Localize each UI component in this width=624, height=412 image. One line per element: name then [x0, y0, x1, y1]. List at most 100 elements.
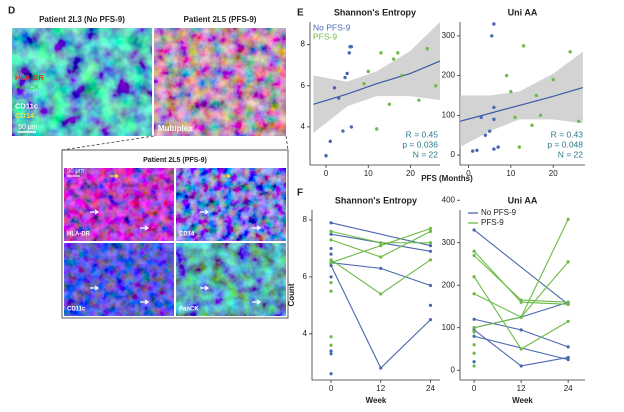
point — [492, 105, 496, 110]
point — [566, 358, 570, 362]
point — [328, 139, 332, 144]
point — [566, 345, 570, 349]
x-tick-label: 20 — [549, 169, 558, 178]
point — [534, 93, 538, 98]
y-tick-label: 6 — [301, 81, 306, 90]
point — [324, 154, 328, 158]
point — [568, 50, 572, 54]
stat-annotation: N = 22 — [413, 149, 439, 159]
micrograph — [176, 168, 286, 241]
point — [472, 351, 476, 355]
subject-line — [330, 262, 431, 286]
point — [521, 44, 526, 48]
point — [472, 330, 476, 334]
point — [538, 113, 543, 118]
chart-title: Shannon's Entropy — [334, 7, 416, 17]
point — [349, 125, 354, 129]
point — [472, 364, 476, 368]
stain-legend: HLA-DR — [15, 73, 44, 82]
point — [366, 69, 370, 74]
point — [472, 249, 476, 253]
point — [490, 34, 494, 38]
x-axis-label: Week — [366, 396, 387, 405]
point — [362, 82, 366, 86]
axes — [309, 22, 440, 166]
point — [472, 326, 476, 330]
point — [329, 229, 333, 233]
y-tick-label: 6 — [303, 272, 308, 281]
point — [519, 298, 523, 302]
point — [329, 238, 333, 242]
point — [345, 71, 349, 76]
stain-label: PanCK — [179, 307, 199, 313]
point — [434, 84, 438, 88]
axes — [459, 210, 585, 381]
point — [343, 75, 347, 80]
point — [519, 328, 523, 332]
micrograph — [12, 28, 152, 136]
point — [374, 127, 379, 131]
stain-legend: DAPI — [15, 92, 33, 101]
scale-label: 50 μm — [18, 124, 38, 131]
axes — [311, 210, 440, 381]
legend-label: PFS-9 — [313, 31, 337, 41]
x-tick-label: 20 — [406, 169, 415, 178]
point — [479, 115, 483, 120]
point — [428, 258, 433, 262]
image-title: Patient 2L3 (No PFS-9) — [39, 15, 125, 24]
x-tick-label: 12 — [517, 384, 526, 393]
x-tick-label: 0 — [329, 384, 334, 393]
point — [329, 352, 333, 356]
subject-line — [330, 259, 431, 295]
point — [329, 349, 333, 353]
point — [329, 252, 333, 256]
point — [329, 246, 333, 251]
point — [492, 117, 496, 122]
point — [379, 266, 383, 270]
legend-label: PFS-9 — [481, 218, 504, 227]
y-tick-label: 4 — [301, 122, 306, 131]
legend-label: No PFS-9 — [481, 208, 517, 217]
point — [472, 228, 476, 232]
x-axis-label: PFS (Months) — [421, 174, 473, 183]
point — [487, 129, 492, 133]
subject-line — [330, 222, 431, 247]
point — [472, 317, 476, 321]
image-label: Multiplex — [158, 124, 193, 133]
fit-line — [313, 60, 441, 105]
y-tick-label: 100 — [442, 110, 456, 119]
stain-legend: PanCK — [15, 82, 40, 91]
panel-label: F — [297, 188, 303, 199]
panel-label: D — [8, 6, 15, 17]
subject-line — [473, 261, 569, 318]
point — [530, 123, 534, 127]
point — [472, 275, 476, 279]
point — [349, 44, 354, 49]
point — [417, 98, 421, 102]
image-title: Patient 2L5 (PFS-9) — [184, 15, 257, 24]
stat-annotation: R = 0.43 — [551, 129, 584, 139]
point — [576, 119, 581, 124]
point — [379, 255, 383, 259]
micrograph — [154, 28, 286, 136]
point — [517, 145, 522, 149]
fit-line — [459, 86, 584, 122]
point — [391, 57, 396, 61]
point — [566, 217, 570, 221]
y-tick-label: 0 — [451, 365, 456, 374]
point — [428, 249, 433, 253]
point — [396, 51, 400, 55]
y-tick-label: 400 — [442, 195, 456, 204]
arrows — [90, 173, 262, 305]
y-tick-label: 200 — [442, 280, 456, 289]
point — [329, 263, 333, 268]
y-tick-label: 4 — [303, 329, 308, 338]
stat-annotation: R = 0.45 — [406, 129, 439, 139]
point — [519, 347, 523, 351]
point — [428, 229, 433, 233]
point — [492, 147, 496, 151]
point — [428, 226, 433, 231]
point — [475, 148, 479, 153]
point — [483, 133, 488, 137]
point — [329, 335, 333, 339]
